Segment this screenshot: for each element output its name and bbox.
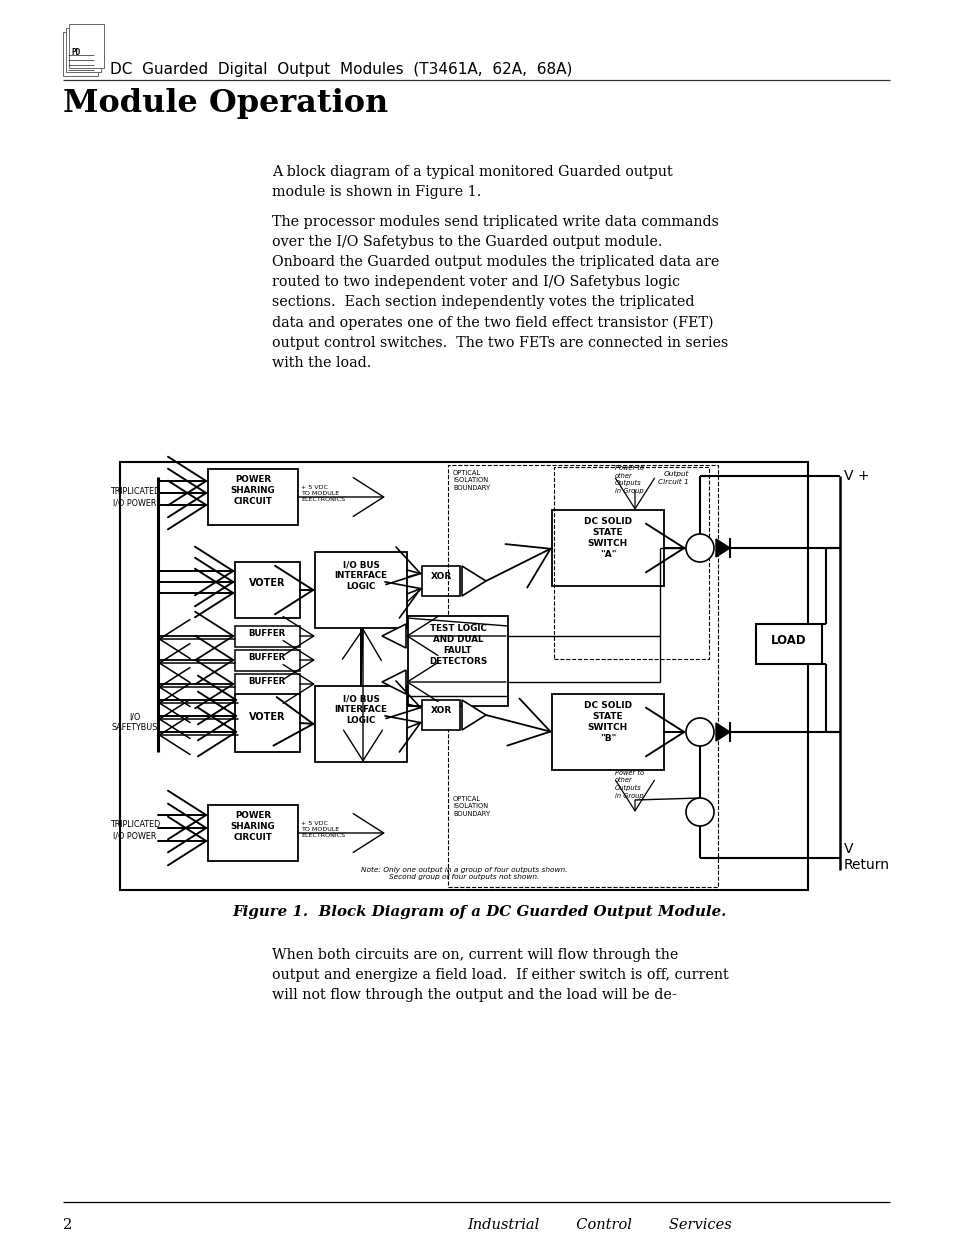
- Bar: [552, 694, 663, 769]
- Text: BUFFER: BUFFER: [248, 653, 285, 662]
- Text: POWER
SHARING
CIRCUIT: POWER SHARING CIRCUIT: [231, 811, 275, 842]
- Text: Power to
other
Outputs
in Group: Power to other Outputs in Group: [615, 769, 643, 799]
- Bar: [66, 28, 101, 72]
- Text: DC  Guarded  Digital  Output  Modules  (T3461A,  62A,  68A): DC Guarded Digital Output Modules (T3461…: [110, 62, 572, 77]
- Text: LOAD: LOAD: [770, 634, 806, 647]
- Polygon shape: [461, 566, 485, 597]
- Text: + 5 VDC
TO MODULE
ELECTRONICS: + 5 VDC TO MODULE ELECTRONICS: [301, 485, 345, 501]
- Text: XOR: XOR: [430, 706, 451, 715]
- Polygon shape: [461, 700, 485, 730]
- Circle shape: [685, 534, 713, 562]
- Bar: [421, 566, 459, 597]
- Text: Power to
other
Outputs
in Group: Power to other Outputs in Group: [615, 466, 643, 494]
- Text: Output
Circuit 1: Output Circuit 1: [658, 471, 688, 484]
- Circle shape: [685, 718, 713, 746]
- Bar: [234, 674, 299, 695]
- Bar: [552, 510, 663, 585]
- Text: BUFFER: BUFFER: [248, 629, 285, 638]
- Text: DC SOLID
STATE
SWITCH
"B": DC SOLID STATE SWITCH "B": [583, 701, 632, 743]
- Bar: [234, 626, 299, 647]
- Text: Industrial        Control        Services: Industrial Control Services: [467, 1218, 732, 1233]
- Text: + 5 VDC
TO MODULE
ELECTRONICS: + 5 VDC TO MODULE ELECTRONICS: [301, 821, 345, 839]
- Text: TEST LOGIC
AND DUAL
FAULT
DETECTORS: TEST LOGIC AND DUAL FAULT DETECTORS: [429, 624, 487, 667]
- Bar: [208, 805, 297, 861]
- Bar: [554, 467, 708, 659]
- Text: Module Operation: Module Operation: [63, 88, 388, 119]
- Text: Note: Only one output in a group of four outputs shown.
Second group of four out: Note: Only one output in a group of four…: [360, 867, 567, 881]
- Bar: [755, 624, 821, 664]
- Polygon shape: [381, 624, 406, 648]
- Bar: [408, 616, 507, 706]
- Polygon shape: [381, 671, 406, 694]
- Text: TRIPLICATED
I/O POWER: TRIPLICATED I/O POWER: [110, 487, 160, 508]
- Text: When both circuits are on, current will flow through the
output and energize a f: When both circuits are on, current will …: [272, 948, 728, 1002]
- Text: DC SOLID
STATE
SWITCH
"A": DC SOLID STATE SWITCH "A": [583, 517, 632, 559]
- Text: I/O BUS
INTERFACE
LOGIC: I/O BUS INTERFACE LOGIC: [335, 694, 387, 725]
- Bar: [314, 552, 407, 629]
- Text: OPTICAL
ISOLATION
BOUNDARY: OPTICAL ISOLATION BOUNDARY: [453, 471, 490, 492]
- Text: VOTER: VOTER: [249, 578, 285, 588]
- Bar: [234, 650, 299, 671]
- Text: BUFFER: BUFFER: [248, 677, 285, 685]
- Text: XOR: XOR: [430, 572, 451, 580]
- Bar: [421, 700, 459, 730]
- Text: I/O BUS
INTERFACE
LOGIC: I/O BUS INTERFACE LOGIC: [335, 559, 387, 592]
- Circle shape: [685, 798, 713, 826]
- Bar: [120, 462, 807, 890]
- Bar: [208, 469, 297, 525]
- Text: V
Return: V Return: [843, 842, 889, 872]
- Text: VOTER: VOTER: [249, 713, 285, 722]
- Text: V +: V +: [843, 469, 868, 483]
- Text: PD: PD: [71, 48, 80, 57]
- Text: Figure 1.  Block Diagram of a DC Guarded Output Module.: Figure 1. Block Diagram of a DC Guarded …: [233, 905, 726, 919]
- Text: I/O
SAFETYBUS: I/O SAFETYBUS: [112, 713, 158, 732]
- Text: TRIPLICATED
I/O POWER: TRIPLICATED I/O POWER: [110, 820, 160, 840]
- Text: OPTICAL
ISOLATION
BOUNDARY: OPTICAL ISOLATION BOUNDARY: [453, 797, 490, 818]
- Text: POWER
SHARING
CIRCUIT: POWER SHARING CIRCUIT: [231, 475, 275, 506]
- Bar: [63, 32, 98, 77]
- Bar: [234, 562, 299, 618]
- Polygon shape: [716, 722, 729, 741]
- Text: The processor modules send triplicated write data commands
over the I/O Safetybu: The processor modules send triplicated w…: [272, 215, 727, 370]
- Bar: [314, 685, 407, 762]
- Bar: [69, 23, 104, 68]
- Text: A block diagram of a typical monitored Guarded output
module is shown in Figure : A block diagram of a typical monitored G…: [272, 165, 672, 199]
- Bar: [448, 466, 718, 887]
- Polygon shape: [716, 538, 729, 557]
- Bar: [234, 694, 299, 752]
- Text: 2: 2: [63, 1218, 72, 1233]
